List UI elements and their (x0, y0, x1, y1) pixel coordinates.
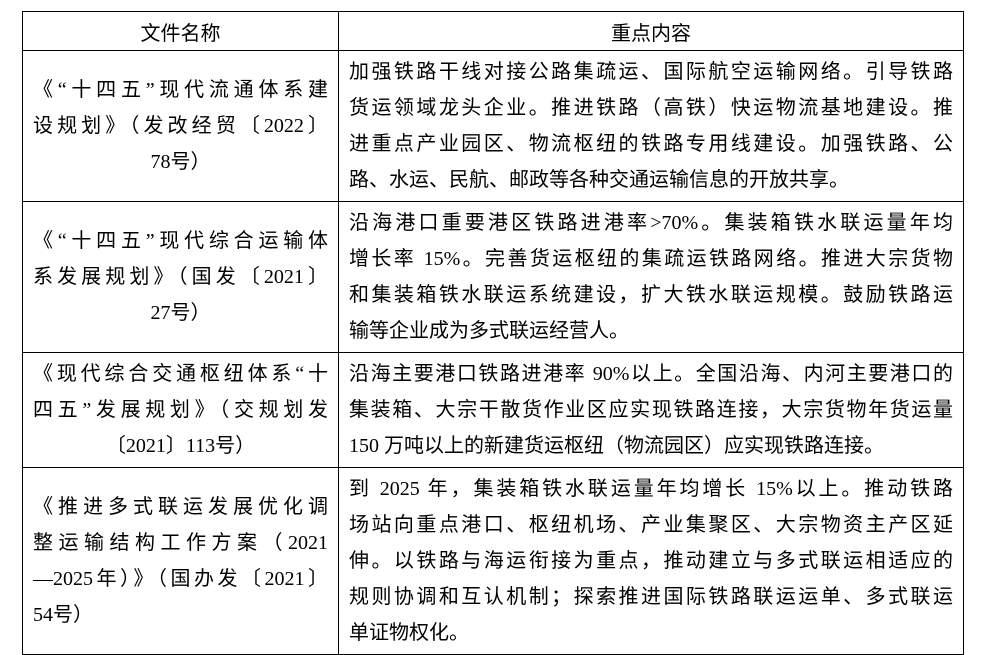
text-line: 《现代综合交通枢纽体系“十 (33, 363, 328, 385)
text-line: 集装箱、大宗干散货作业区应实现铁路连接，大宗货物年货运量 (349, 399, 953, 421)
text-line: 和集装箱铁水联运系统建设，扩大铁水联运规模。鼓励铁路运 (349, 284, 953, 306)
text-line: 系发展规划》（国发〔2021〕 (33, 266, 328, 288)
table-row: 《“十四五”现代流通体系建 设规划》（发改经贸〔2022〕 78号） 加强铁路干线对接… (22, 50, 964, 202)
key-content-cell: 沿海主要港口铁路进港率 90%以上。全国沿海、内河主要港口的 集装箱、大宗干散货作… (338, 352, 964, 468)
text-line: 〔2021〕113号） (105, 435, 256, 457)
key-content: 沿海港口重要港区铁路进港率>70%。集装箱铁水联运量年均 增长率 15%。完善货运… (339, 202, 963, 352)
text-line: —2025年）》（国办发〔2021〕 (33, 568, 328, 590)
document-name: 《“十四五”现代综合运输体 系发展规划》（国发〔2021〕 27号） (23, 220, 338, 334)
text-line: 四五”发展规划》（交规划发 (33, 399, 328, 421)
text-line: 沿海主要港口铁路进港率 90%以上。全国沿海、内河主要港口的 (349, 363, 953, 385)
document-name-cell: 《“十四五”现代综合运输体 系发展规划》（国发〔2021〕 27号） (22, 201, 339, 353)
text-line: 《“十四五”现代流通体系建 (33, 79, 328, 101)
text-line: 150 万吨以上的新建货运枢纽（物流园区）应实现铁路连接。 (349, 435, 884, 457)
document-name-cell: 《“十四五”现代流通体系建 设规划》（发改经贸〔2022〕 78号） (22, 50, 339, 202)
key-content: 沿海主要港口铁路进港率 90%以上。全国沿海、内河主要港口的 集装箱、大宗干散货作… (339, 353, 963, 467)
policy-table: 文件名称 重点内容 《“十四五”现代流通体系建 设规划》（发改经贸〔2022〕 78… (22, 11, 964, 655)
key-content-cell: 沿海港口重要港区铁路进港率>70%。集装箱铁水联运量年均 增长率 15%。完善货运… (338, 201, 964, 353)
key-content: 加强铁路干线对接公路集疏运、国际航空运输网络。引导铁路 货运领域龙头企业。推进铁路… (339, 51, 963, 201)
text-line: 78号） (150, 151, 211, 173)
text-line: 输等企业成为多式联运经营人。 (349, 320, 629, 342)
table-row: 《“十四五”现代综合运输体 系发展规划》（国发〔2021〕 27号） 沿海港口重要港区… (22, 201, 964, 353)
document-name: 《现代综合交通枢纽体系“十 四五”发展规划》（交规划发 〔2021〕113号） (23, 353, 338, 467)
text-line: 规则协调和互认机制；探索推进国际铁路联运运单、多式联运 (349, 586, 953, 608)
text-line: 54号） (33, 604, 93, 626)
text-line: 进重点产业园区、物流枢纽的铁路专用线建设。加强铁路、公 (349, 133, 953, 155)
text-line: 27号） (150, 302, 211, 324)
text-line: 沿海港口重要港区铁路进港率>70%。集装箱铁水联运量年均 (349, 212, 953, 234)
text-line: 到 2025 年，集装箱铁水联运量年均增长 15%以上。推动铁路 (349, 478, 953, 500)
document-name-cell: 《推进多式联运发展优化调 整运输结构工作方案（2021 —2025年）》（国办发〔2… (22, 467, 339, 655)
text-line: 整运输结构工作方案（2021 (33, 532, 328, 554)
text-line: 伸。以铁路与海运衔接为重点，推动建立与多式联运相适应的 (349, 550, 953, 572)
table-row: 《推进多式联运发展优化调 整运输结构工作方案（2021 —2025年）》（国办发〔2… (22, 467, 964, 655)
document-name-cell: 《现代综合交通枢纽体系“十 四五”发展规划》（交规划发 〔2021〕113号） (22, 352, 339, 468)
document-name: 《推进多式联运发展优化调 整运输结构工作方案（2021 —2025年）》（国办发〔2… (23, 486, 338, 636)
text-line: 单证物权化。 (349, 622, 469, 644)
text-line: 增长率 15%。完善货运枢纽的集疏运铁路网络。推进大宗货物 (349, 248, 953, 270)
table-row: 《现代综合交通枢纽体系“十 四五”发展规划》（交规划发 〔2021〕113号） 沿海主… (22, 352, 964, 468)
header-key-content: 重点内容 (338, 11, 964, 51)
key-content: 到 2025 年，集装箱铁水联运量年均增长 15%以上。推动铁路 场站向重点港口、… (339, 468, 963, 654)
key-content-cell: 加强铁路干线对接公路集疏运、国际航空运输网络。引导铁路 货运领域龙头企业。推进铁路… (338, 50, 964, 202)
header-document-name: 文件名称 (22, 11, 339, 51)
text-line: 加强铁路干线对接公路集疏运、国际航空运输网络。引导铁路 (349, 61, 953, 83)
text-line: 场站向重点港口、枢纽机场、产业集聚区、大宗物资主产区延 (349, 514, 953, 536)
document-name: 《“十四五”现代流通体系建 设规划》（发改经贸〔2022〕 78号） (23, 69, 338, 183)
text-line: 《“十四五”现代综合运输体 (33, 230, 328, 252)
text-line: 《推进多式联运发展优化调 (33, 496, 328, 518)
text-line: 货运领域龙头企业。推进铁路（高铁）快运物流基地建设。推 (349, 97, 953, 119)
header-row: 文件名称 重点内容 (22, 11, 964, 51)
text-line: 路、水运、民航、邮政等各种交通运输信息的开放共享。 (349, 169, 849, 191)
text-line: 设规划》（发改经贸〔2022〕 (33, 115, 328, 137)
key-content-cell: 到 2025 年，集装箱铁水联运量年均增长 15%以上。推动铁路 场站向重点港口、… (338, 467, 964, 655)
